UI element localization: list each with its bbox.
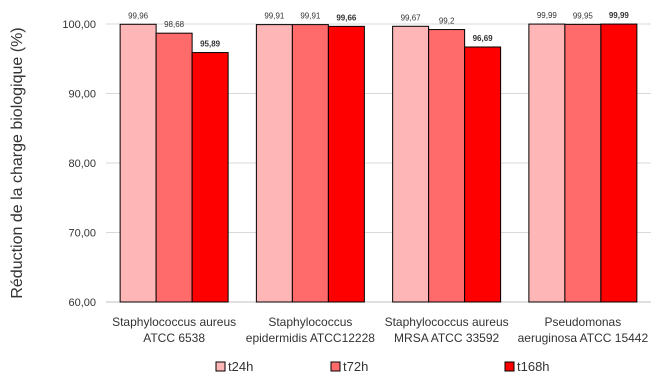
legend-label: t24h	[228, 359, 253, 374]
x-tick-label: aeruginosa ATCC 15442	[518, 331, 649, 345]
data-label: 99,66	[336, 13, 357, 22]
x-tick-label: ATCC 6538	[143, 331, 205, 345]
legend: t24h t72h t168h	[215, 359, 550, 374]
bar-t72h	[291, 24, 329, 303]
legend-swatch-t168h	[504, 361, 515, 372]
x-tick-label: Staphylococcus aureus	[385, 315, 509, 329]
data-label: 98,68	[164, 20, 185, 29]
y-axis: 60,00 70,00 80,00 90,00 100,00	[62, 19, 96, 309]
x-tick-label: Staphylococcus	[268, 315, 352, 329]
data-label: 99,91	[300, 12, 321, 21]
y-tick-label: 80,00	[68, 158, 96, 170]
x-tick-label: MRSA ATCC 33592	[394, 331, 499, 345]
x-tick-label: Staphylococcus aureus	[112, 315, 236, 329]
legend-label: t72h	[343, 359, 368, 374]
legend-swatch-t24h	[215, 361, 226, 372]
x-tick-label: Pseudomonas	[545, 315, 622, 329]
bar-t168h	[327, 25, 365, 303]
y-axis-label: Réduction de la charge biologique (%)	[9, 27, 26, 298]
y-tick-label: 100,00	[62, 19, 96, 31]
bar-t24h	[392, 25, 430, 303]
data-label: 99,2	[439, 17, 455, 26]
data-label: 99,99	[609, 11, 630, 20]
bar-t168h	[600, 23, 638, 303]
bar-t72h	[155, 32, 193, 303]
bar-t72h	[428, 29, 466, 303]
y-tick-label: 90,00	[68, 89, 96, 101]
x-axis: Staphylococcus aureus ATCC 6538 Staphyloco…	[112, 315, 648, 345]
bar-t168h	[464, 46, 502, 303]
data-label: 99,67	[401, 13, 422, 22]
legend-swatch-t72h	[330, 361, 341, 372]
data-label: 99,91	[264, 12, 285, 21]
data-label: 96,69	[473, 34, 494, 43]
bar-t24h	[528, 23, 566, 303]
bar-t168h	[191, 52, 229, 303]
bar-t24h	[255, 24, 293, 303]
y-tick-label: 70,00	[68, 228, 96, 240]
bar-t72h	[564, 23, 602, 303]
x-tick-label: epidermidis ATCC12228	[246, 331, 376, 345]
data-label: 99,99	[537, 11, 558, 20]
bars	[119, 23, 638, 303]
y-tick-label: 60,00	[68, 297, 96, 309]
data-label: 99,95	[573, 11, 594, 20]
data-labels: 99,96 98,68 95,89 99,91 99,91 99,66 99,67 99,2 9…	[128, 11, 629, 48]
bar-t24h	[119, 23, 157, 303]
data-label: 95,89	[200, 40, 221, 49]
legend-label: t168h	[517, 359, 550, 374]
data-label: 99,96	[128, 11, 149, 20]
